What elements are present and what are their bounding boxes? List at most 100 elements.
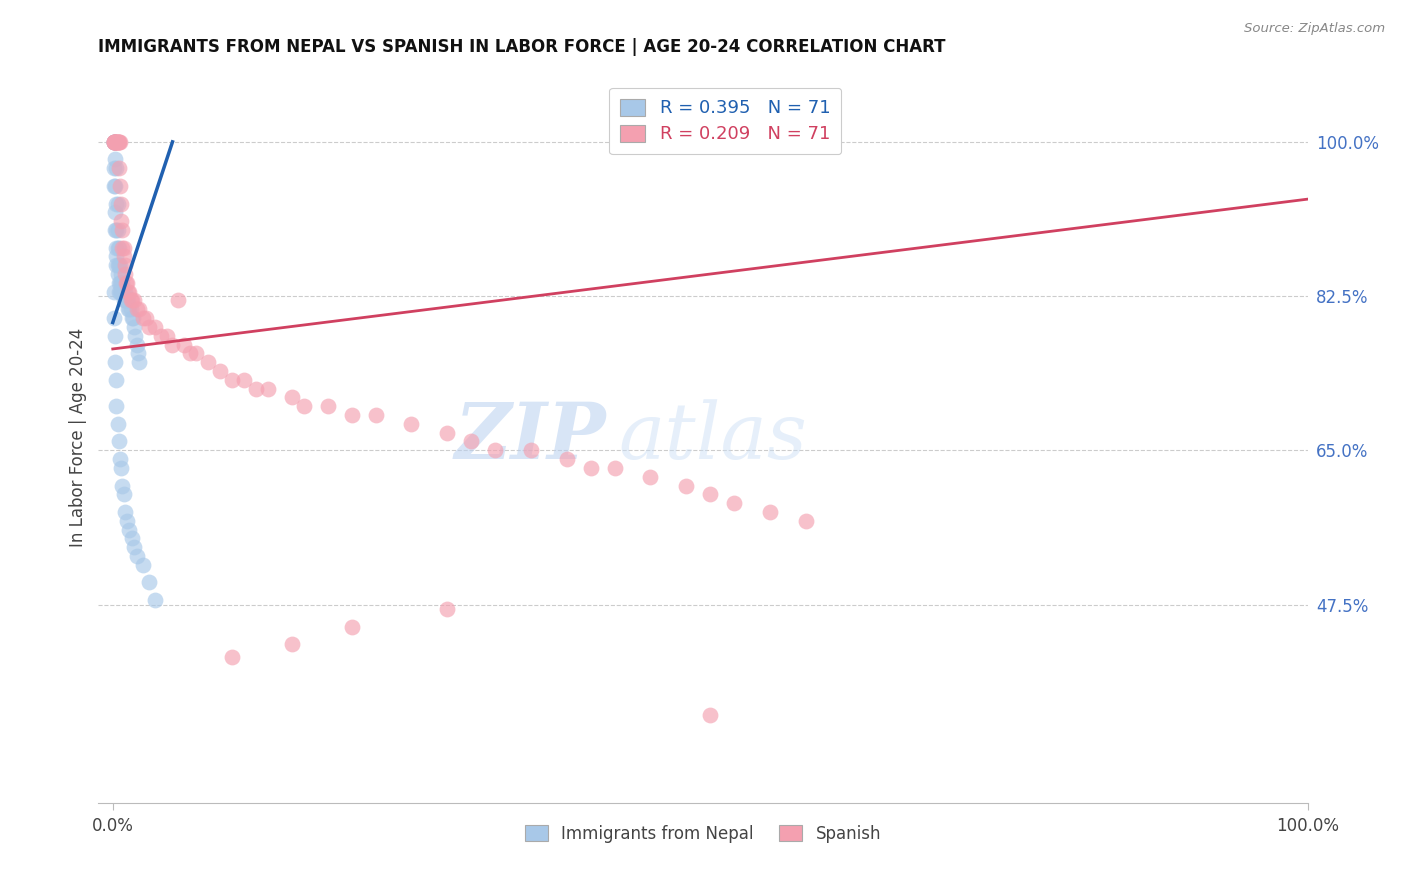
Point [120,293,142,308]
Point [179,346,201,360]
Point [436,425,458,440]
Point [112,285,135,299]
Point [143,593,166,607]
Point [108,452,131,467]
Point [112,487,135,501]
Point [107,196,129,211]
Point [104,153,127,167]
Point [111,276,134,290]
Y-axis label: In Labor Force | Age 20-24: In Labor Force | Age 20-24 [69,327,87,547]
Point [221,373,243,387]
Point [149,328,172,343]
Point [110,461,132,475]
Point [105,135,128,149]
Point [103,135,125,149]
Point [107,161,129,176]
Point [120,302,142,317]
Point [107,135,129,149]
Point [186,346,208,360]
Point [104,135,127,149]
Point [105,135,128,149]
Point [675,478,697,492]
Point [603,461,626,475]
Point [555,452,578,467]
Point [173,337,195,351]
Point [108,135,131,149]
Point [110,214,132,228]
Point [110,276,132,290]
Point [108,258,131,272]
Point [105,258,128,272]
Point [111,241,134,255]
Point [104,328,127,343]
Point [114,505,136,519]
Text: IMMIGRANTS FROM NEPAL VS SPANISH IN LABOR FORCE | AGE 20-24 CORRELATION CHART: IMMIGRANTS FROM NEPAL VS SPANISH IN LABO… [98,38,946,56]
Point [110,285,132,299]
Point [122,540,145,554]
Point [460,434,482,449]
Point [155,328,177,343]
Point [104,355,127,369]
Point [114,258,136,272]
Point [103,161,125,176]
Point [221,650,243,665]
Point [364,408,387,422]
Text: ZIP: ZIP [454,399,606,475]
Point [115,293,138,308]
Point [107,267,129,281]
Point [108,178,131,193]
Point [103,135,125,149]
Point [125,302,148,317]
Point [115,293,138,308]
Point [107,135,129,149]
Point [111,478,134,492]
Point [245,382,267,396]
Point [292,399,315,413]
Point [127,346,149,360]
Point [110,196,132,211]
Point [107,417,129,431]
Point [257,382,280,396]
Point [104,205,127,219]
Point [108,276,131,290]
Point [107,135,129,149]
Legend: Immigrants from Nepal, Spanish: Immigrants from Nepal, Spanish [519,818,887,849]
Point [122,311,145,326]
Point [143,320,166,334]
Point [520,443,543,458]
Point [117,293,139,308]
Point [107,258,129,272]
Point [103,135,125,149]
Point [131,558,153,572]
Point [112,293,135,308]
Point [131,311,153,326]
Point [105,135,128,149]
Point [121,311,143,326]
Point [436,602,458,616]
Point [117,285,139,299]
Point [233,373,256,387]
Point [128,355,150,369]
Point [114,285,136,299]
Point [103,135,125,149]
Point [125,337,148,351]
Point [107,135,129,149]
Point [699,487,721,501]
Point [111,223,134,237]
Point [103,311,125,326]
Text: Source: ZipAtlas.com: Source: ZipAtlas.com [1244,22,1385,36]
Point [104,223,127,237]
Point [124,328,146,343]
Point [115,276,138,290]
Point [125,549,148,563]
Point [104,178,127,193]
Point [104,135,127,149]
Point [107,434,129,449]
Point [103,178,125,193]
Point [103,135,125,149]
Point [105,399,128,413]
Point [699,707,721,722]
Point [107,223,129,237]
Point [104,135,127,149]
Point [118,302,141,317]
